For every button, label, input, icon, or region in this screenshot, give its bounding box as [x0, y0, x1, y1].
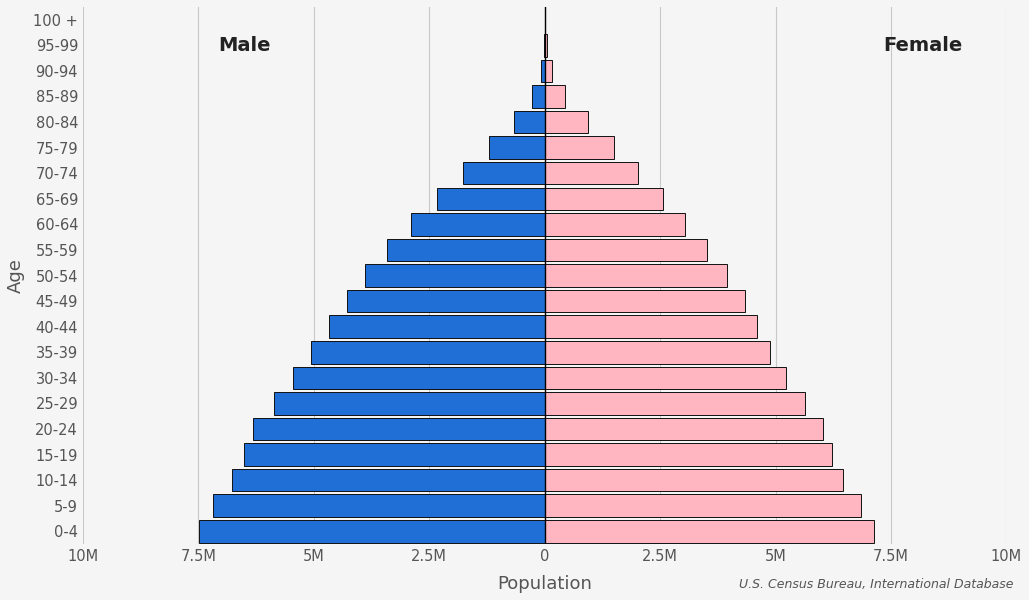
- Y-axis label: Age: Age: [7, 258, 25, 293]
- Bar: [544, 520, 874, 542]
- X-axis label: Population: Population: [497, 575, 592, 593]
- Bar: [544, 136, 614, 159]
- Bar: [274, 392, 544, 415]
- Bar: [365, 264, 544, 287]
- Bar: [328, 316, 544, 338]
- Bar: [544, 213, 685, 236]
- Bar: [347, 290, 544, 313]
- Bar: [436, 188, 544, 210]
- Bar: [387, 239, 544, 261]
- Bar: [544, 443, 831, 466]
- Text: Male: Male: [218, 36, 271, 55]
- Bar: [544, 290, 745, 313]
- Bar: [544, 367, 786, 389]
- Bar: [544, 418, 823, 440]
- Bar: [544, 239, 707, 261]
- Bar: [544, 469, 843, 491]
- Bar: [544, 59, 553, 82]
- Bar: [532, 85, 544, 108]
- Bar: [544, 494, 861, 517]
- Bar: [213, 494, 544, 517]
- Text: U.S. Census Bureau, International Database: U.S. Census Bureau, International Databa…: [739, 578, 1014, 591]
- Bar: [544, 111, 588, 133]
- Bar: [544, 264, 728, 287]
- Bar: [412, 213, 544, 236]
- Bar: [244, 443, 544, 466]
- Bar: [544, 162, 638, 184]
- Bar: [544, 188, 663, 210]
- Bar: [463, 162, 544, 184]
- Bar: [513, 111, 544, 133]
- Bar: [544, 392, 805, 415]
- Bar: [544, 85, 566, 108]
- Bar: [200, 520, 544, 542]
- Bar: [544, 34, 546, 56]
- Bar: [541, 59, 544, 82]
- Bar: [253, 418, 544, 440]
- Bar: [489, 136, 544, 159]
- Bar: [293, 367, 544, 389]
- Bar: [232, 469, 544, 491]
- Text: Female: Female: [884, 36, 963, 55]
- Bar: [312, 341, 544, 364]
- Bar: [544, 341, 770, 364]
- Bar: [544, 316, 756, 338]
